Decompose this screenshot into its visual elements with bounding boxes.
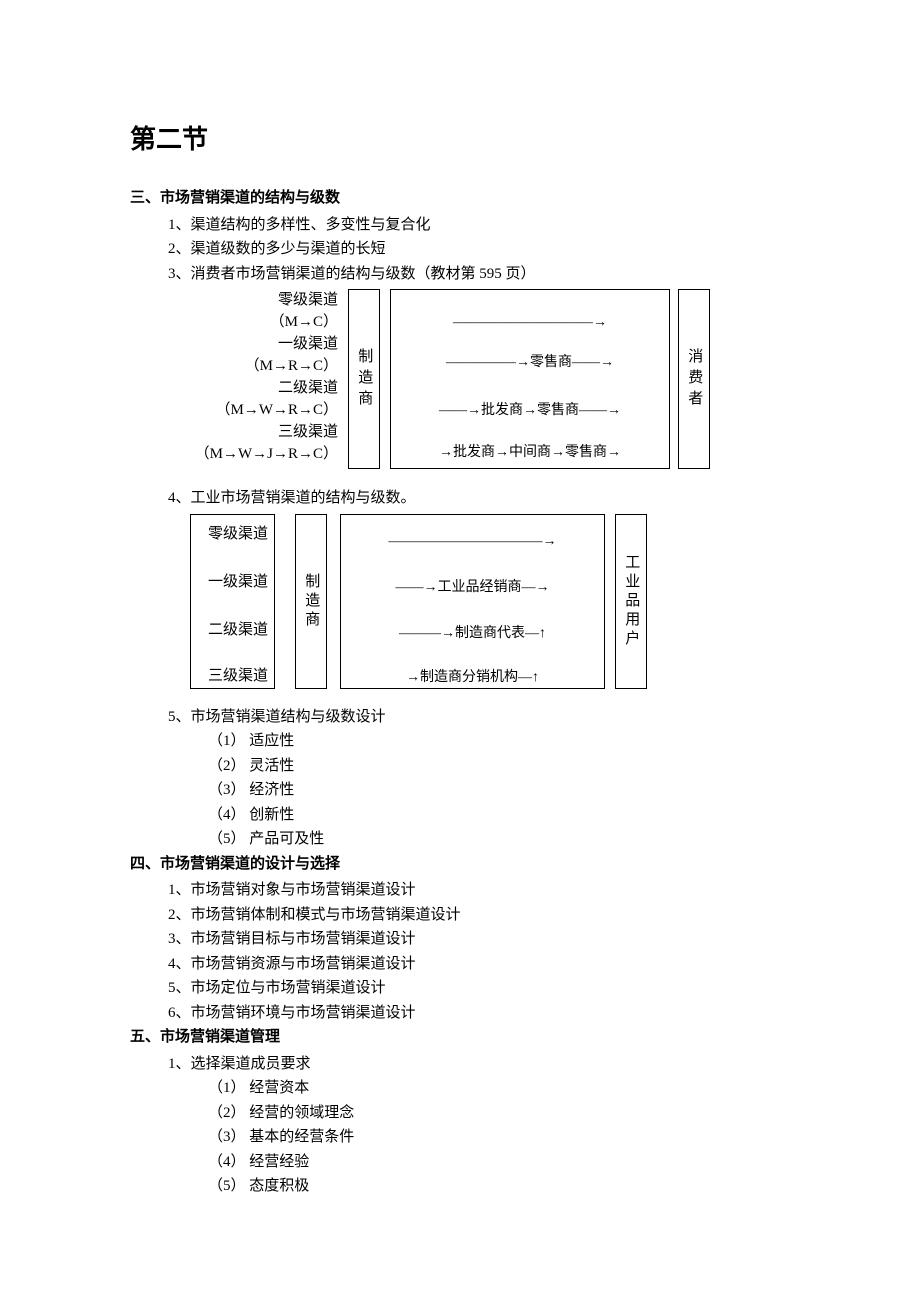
list-item: 4、市场营销资源与市场营销渠道设计 — [168, 953, 790, 976]
diagram-label: （M→R→C） — [168, 355, 338, 377]
list-item: 3、市场营销目标与市场营销渠道设计 — [168, 928, 790, 951]
section-4-heading: 四、市场营销渠道的设计与选择 — [130, 853, 790, 876]
list-item: 4、工业市场营销渠道的结构与级数。 — [168, 487, 790, 510]
list-item: （4） 经营经验 — [208, 1151, 790, 1174]
diagram-label: 一级渠道 — [208, 571, 268, 594]
manufacturer-box: 制造商 — [295, 514, 327, 689]
diagram-label: 三级渠道 — [208, 665, 268, 688]
flow-row: →制造商分销机构—↑ — [341, 667, 604, 688]
list-item: 1、渠道结构的多样性、多变性与复合化 — [168, 214, 790, 237]
list-item: 1、选择渠道成员要求 — [168, 1053, 790, 1076]
flow-row: ———————————→ — [341, 531, 604, 552]
flow-row: —————→零售商——→ — [391, 352, 669, 373]
consumer-channel-diagram: 零级渠道 （M→C） 一级渠道 （M→R→C） 二级渠道 （M→W→R→C） 三… — [168, 289, 748, 479]
industrial-user-label: 工业品用户 — [620, 554, 643, 649]
diagram-label: 三级渠道 — [168, 421, 338, 443]
channel-level-labels: 零级渠道 （M→C） 一级渠道 （M→R→C） 二级渠道 （M→W→R→C） 三… — [168, 289, 338, 465]
list-item: 2、渠道级数的多少与渠道的长短 — [168, 238, 790, 261]
diagram-label: 零级渠道 — [208, 523, 268, 546]
flow-row: ———→制造商代表—↑ — [341, 623, 604, 644]
diagram-label: （M→W→J→R→C） — [168, 443, 338, 465]
diagram-label: 一级渠道 — [168, 333, 338, 355]
flow-row: →批发商→中间商→零售商→ — [391, 442, 669, 463]
flow-row: ——→工业品经销商—→ — [341, 577, 604, 598]
diagram-label: （M→W→R→C） — [168, 399, 338, 421]
channel-level-labels: 零级渠道 一级渠道 二级渠道 三级渠道 — [190, 514, 275, 689]
section-5-heading: 五、市场营销渠道管理 — [130, 1026, 790, 1049]
list-item: （1） 适应性 — [208, 730, 790, 753]
section-3-heading: 三、市场营销渠道的结构与级数 — [130, 187, 790, 210]
list-item: 5、市场定位与市场营销渠道设计 — [168, 977, 790, 1000]
channel-flow-box: ———————————→ ——→工业品经销商—→ ———→制造商代表—↑ →制造… — [340, 514, 605, 689]
list-item: （1） 经营资本 — [208, 1077, 790, 1100]
list-item: （3） 基本的经营条件 — [208, 1126, 790, 1149]
diagram-label: 零级渠道 — [168, 289, 338, 311]
list-item: （3） 经济性 — [208, 779, 790, 802]
manufacturer-label: 制造商 — [353, 348, 376, 411]
channel-flow-box: ——————————→ —————→零售商——→ ——→批发商→零售商——→ →… — [390, 289, 670, 469]
page-title: 第二节 — [130, 120, 790, 159]
list-item: （2） 经营的领域理念 — [208, 1102, 790, 1125]
list-item: 2、市场营销体制和模式与市场营销渠道设计 — [168, 904, 790, 927]
consumer-box: 消费者 — [678, 289, 710, 469]
consumer-label: 消费者 — [683, 348, 706, 411]
flow-row: ——→批发商→零售商——→ — [391, 400, 669, 421]
flow-row: ——————————→ — [391, 312, 669, 333]
manufacturer-label: 制造商 — [300, 573, 323, 630]
list-item: （5） 产品可及性 — [208, 828, 790, 851]
list-item: 5、市场营销渠道结构与级数设计 — [168, 706, 790, 729]
diagram-label: （M→C） — [168, 311, 338, 333]
list-item: 1、市场营销对象与市场营销渠道设计 — [168, 879, 790, 902]
industrial-channel-diagram: 零级渠道 一级渠道 二级渠道 三级渠道 制造商 ———————————→ ——→… — [190, 514, 730, 694]
list-item: 6、市场营销环境与市场营销渠道设计 — [168, 1002, 790, 1025]
diagram-label: 二级渠道 — [168, 377, 338, 399]
industrial-user-box: 工业品用户 — [615, 514, 647, 689]
list-item: （4） 创新性 — [208, 804, 790, 827]
list-item: 3、消费者市场营销渠道的结构与级数（教材第 595 页） — [168, 263, 790, 286]
list-item: （2） 灵活性 — [208, 755, 790, 778]
diagram-label: 二级渠道 — [208, 619, 268, 642]
list-item: （5） 态度积极 — [208, 1175, 790, 1198]
manufacturer-box: 制造商 — [348, 289, 380, 469]
